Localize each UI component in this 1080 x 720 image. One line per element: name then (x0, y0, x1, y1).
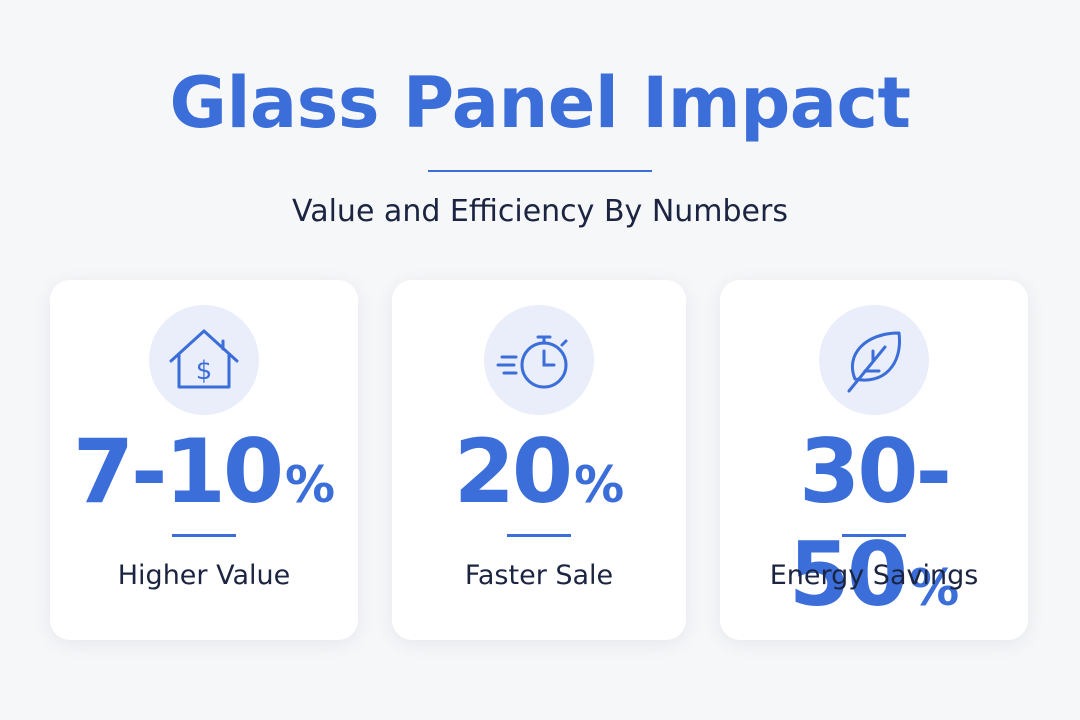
title-rule (428, 170, 652, 172)
svg-text:$: $ (196, 356, 213, 386)
stat-unit: % (574, 456, 625, 514)
icon (819, 305, 929, 415)
stat-unit: % (909, 559, 960, 617)
stat-number: 20 (453, 420, 573, 523)
icon: $ (149, 305, 259, 415)
stat-label: Higher Value (117, 560, 291, 591)
stat-value: 7-10% (50, 420, 358, 523)
stat-rule (172, 534, 236, 537)
stat-value: 30-50% (720, 420, 1028, 626)
stat-label: Energy Savings (769, 560, 979, 591)
stat-unit: % (285, 456, 336, 514)
stat-number: 30-50 (788, 420, 952, 626)
icon (484, 305, 594, 415)
stat-card: 30-50% Energy Savings (720, 280, 1028, 640)
title: Glass Panel Impact (169, 62, 911, 144)
stat-rule (507, 534, 571, 537)
stat-card: $ 7-10% Higher Value (50, 280, 358, 640)
stat-label: Faster Sale (464, 560, 614, 591)
stat-card: 20% Faster Sale (392, 280, 686, 640)
stat-value: 20% (392, 420, 686, 523)
subtitle: Value and Efficiency By Numbers (292, 194, 788, 229)
stat-rule (842, 534, 906, 537)
stat-number: 7-10 (72, 420, 284, 523)
